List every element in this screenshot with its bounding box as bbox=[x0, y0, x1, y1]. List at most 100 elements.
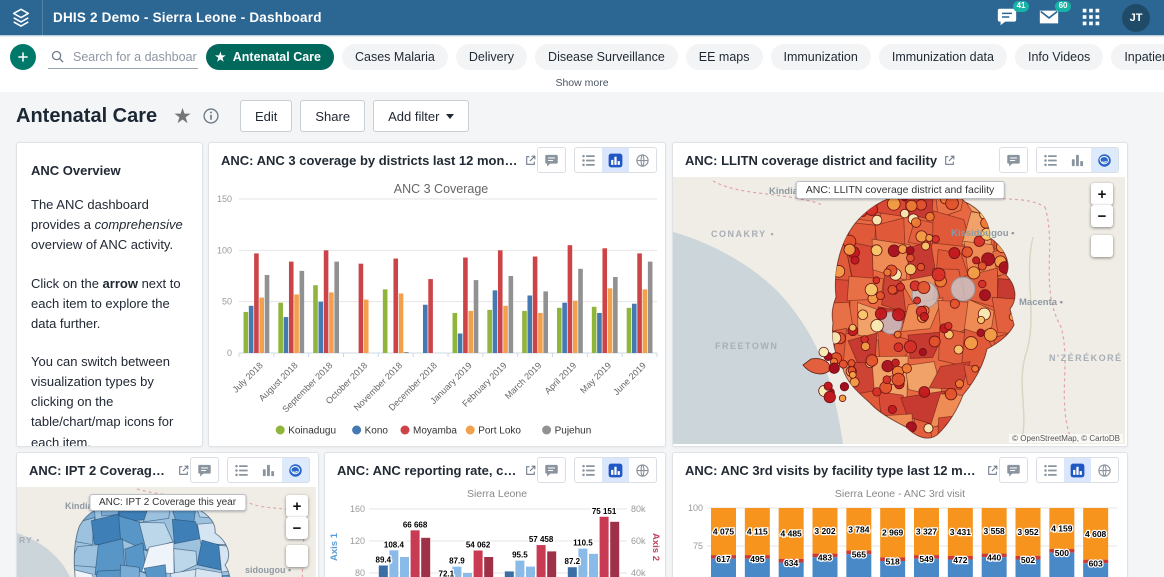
app-header: DHIS 2 Demo - Sierra Leone - Dashboard 4… bbox=[0, 0, 1164, 36]
open-in-app-icon[interactable] bbox=[177, 464, 190, 477]
view-as-map-button[interactable] bbox=[1091, 148, 1118, 172]
svg-text:80k: 80k bbox=[631, 504, 646, 514]
chip-star-icon: ★ bbox=[215, 51, 226, 63]
open-in-app-icon[interactable] bbox=[524, 154, 537, 167]
chevron-down-icon bbox=[446, 114, 454, 119]
interpretations-button[interactable]: 41 bbox=[996, 6, 1020, 30]
view-as-chart-button[interactable] bbox=[602, 148, 629, 172]
reporting-chart-canvas: Sierra Leone1601208080k60k40kAxis 1Axis … bbox=[325, 487, 663, 577]
chip-label: Info Videos bbox=[1028, 50, 1090, 64]
view-as-map-button[interactable] bbox=[629, 458, 656, 482]
svg-text:89.4: 89.4 bbox=[376, 555, 392, 564]
globe-icon bbox=[1097, 463, 1112, 478]
map-zoom-out-button[interactable]: − bbox=[1091, 205, 1113, 227]
dashboard-chip-immunization[interactable]: Immunization bbox=[771, 44, 871, 70]
dashboard-chip-info-videos[interactable]: Info Videos bbox=[1015, 44, 1103, 70]
share-button[interactable]: Share bbox=[300, 100, 365, 132]
dashboard-chip-cases-malaria[interactable]: Cases Malaria bbox=[342, 44, 448, 70]
map-zoom-out-button[interactable]: − bbox=[286, 517, 308, 539]
svg-text:150: 150 bbox=[217, 194, 232, 204]
interpretations-toggle-button[interactable] bbox=[1000, 458, 1027, 482]
dashboard-chip-delivery[interactable]: Delivery bbox=[456, 44, 527, 70]
apps-menu-button[interactable] bbox=[1080, 6, 1104, 30]
open-in-app-icon[interactable] bbox=[524, 464, 537, 477]
open-in-app-icon[interactable] bbox=[943, 154, 956, 167]
svg-text:Axis 1: Axis 1 bbox=[329, 532, 340, 561]
dashboard-chip-inpatient-bmi-weight-and-height[interactable]: Inpatient BMI, Weight and Height bbox=[1111, 44, 1164, 70]
card-anc3-chart: ANC: ANC 3 coverage by districts last 12… bbox=[208, 142, 666, 447]
view-as-table-button[interactable] bbox=[228, 458, 255, 482]
table-icon bbox=[581, 153, 596, 168]
svg-text:483: 483 bbox=[818, 553, 832, 563]
speech-bubble-icon bbox=[544, 153, 559, 168]
llitn-map-label: ANC: LLITN coverage district and facilit… bbox=[796, 181, 1005, 199]
map-legend-button[interactable] bbox=[286, 545, 308, 567]
new-dashboard-button[interactable] bbox=[10, 44, 36, 70]
svg-text:3 784: 3 784 bbox=[848, 524, 870, 534]
table-icon bbox=[1043, 463, 1058, 478]
view-as-chart-button[interactable] bbox=[1064, 458, 1091, 482]
view-as-table-button[interactable] bbox=[575, 148, 602, 172]
card-anc-overview: ANC Overview The ANC dashboard provides … bbox=[16, 142, 203, 447]
view-as-chart-button[interactable] bbox=[602, 458, 629, 482]
chip-label: Delivery bbox=[469, 50, 514, 64]
svg-text:87.9: 87.9 bbox=[449, 557, 465, 566]
dashboard-search-input[interactable] bbox=[71, 49, 199, 65]
svg-text:4 075: 4 075 bbox=[713, 527, 735, 537]
anc-overview-p1: The ANC dashboard provides a comprehensi… bbox=[31, 195, 188, 255]
view-as-table-button[interactable] bbox=[575, 458, 602, 482]
dhis2-logo[interactable] bbox=[0, 0, 43, 36]
interpretations-toggle-button[interactable] bbox=[191, 458, 218, 482]
dashboard-chip-ee-maps[interactable]: EE maps bbox=[686, 44, 763, 70]
svg-text:60k: 60k bbox=[631, 536, 646, 546]
svg-text:2 969: 2 969 bbox=[882, 528, 904, 538]
svg-text:N'ZÉRÉKORÉ •: N'ZÉRÉKORÉ • bbox=[1049, 353, 1125, 363]
dashboard-chip-antenatal-care[interactable]: ★Antenatal Care bbox=[206, 44, 334, 70]
svg-text:Koinadugu: Koinadugu bbox=[288, 426, 336, 437]
map-zoom-in-button[interactable]: + bbox=[1091, 183, 1113, 205]
dashboard-chip-immunization-data[interactable]: Immunization data bbox=[879, 44, 1007, 70]
star-dashboard-icon[interactable]: ★ bbox=[173, 104, 192, 129]
svg-text:Sierra Leone: Sierra Leone bbox=[467, 488, 527, 500]
card-ipt2-title: ANC: IPT 2 Coverage thi... bbox=[29, 463, 171, 478]
dashboard-search bbox=[48, 46, 198, 69]
globe-icon bbox=[635, 153, 650, 168]
show-more-link[interactable]: Show more bbox=[0, 77, 1164, 89]
interpretations-toggle-button[interactable] bbox=[538, 458, 565, 482]
card-visits-toolbar bbox=[999, 457, 1119, 483]
view-as-map-button[interactable] bbox=[629, 148, 656, 172]
svg-text:472: 472 bbox=[953, 555, 967, 565]
view-as-chart-button[interactable] bbox=[255, 458, 282, 482]
interpretations-toggle-button[interactable] bbox=[1000, 148, 1027, 172]
svg-text:72.1: 72.1 bbox=[439, 569, 455, 577]
dashboard-chip-disease-surveillance[interactable]: Disease Surveillance bbox=[535, 44, 678, 70]
svg-text:565: 565 bbox=[852, 550, 866, 560]
chip-label: Immunization bbox=[784, 50, 858, 64]
user-avatar[interactable]: JT bbox=[1122, 4, 1150, 32]
interpretations-toggle-button[interactable] bbox=[538, 148, 565, 172]
view-as-map-button[interactable] bbox=[1091, 458, 1118, 482]
messages-button[interactable]: 60 bbox=[1038, 6, 1062, 30]
card-ipt2-header: ANC: IPT 2 Coverage thi... bbox=[17, 453, 318, 487]
svg-text:4 608: 4 608 bbox=[1085, 529, 1107, 539]
view-as-chart-button[interactable] bbox=[1064, 148, 1091, 172]
card-reporting-chart: ANC: ANC reporting rate, cover... Sierra… bbox=[324, 452, 666, 577]
view-as-map-button[interactable] bbox=[282, 458, 309, 482]
info-icon[interactable] bbox=[202, 107, 220, 125]
add-filter-button[interactable]: Add filter bbox=[373, 100, 469, 132]
svg-text:Kono: Kono bbox=[365, 426, 389, 437]
dashboard-titlebar: Antenatal Care ★ Edit Share Add filter bbox=[16, 100, 469, 132]
map-zoom-in-button[interactable]: + bbox=[286, 495, 308, 517]
map-legend-button[interactable] bbox=[1091, 235, 1113, 257]
ipt2-map[interactable]: Kindia •RY •sidougou • ANC: IPT 2 Covera… bbox=[17, 487, 318, 577]
view-as-table-button[interactable] bbox=[1037, 148, 1064, 172]
svg-text:0: 0 bbox=[227, 348, 232, 358]
open-in-app-icon[interactable] bbox=[986, 464, 999, 477]
svg-text:April 2019: April 2019 bbox=[543, 360, 579, 396]
edit-button[interactable]: Edit bbox=[240, 100, 292, 132]
view-as-table-button[interactable] bbox=[1037, 458, 1064, 482]
llitn-map[interactable]: CONAKRY •FREETOWNKindia •Kissidougou •Ma… bbox=[673, 177, 1127, 446]
chip-label: Inpatient BMI, Weight and Height bbox=[1124, 50, 1164, 64]
svg-text:108.4: 108.4 bbox=[384, 540, 405, 549]
anc3-chart-canvas: ANC 3 Coverage050100150July 2018August 2… bbox=[209, 177, 663, 445]
